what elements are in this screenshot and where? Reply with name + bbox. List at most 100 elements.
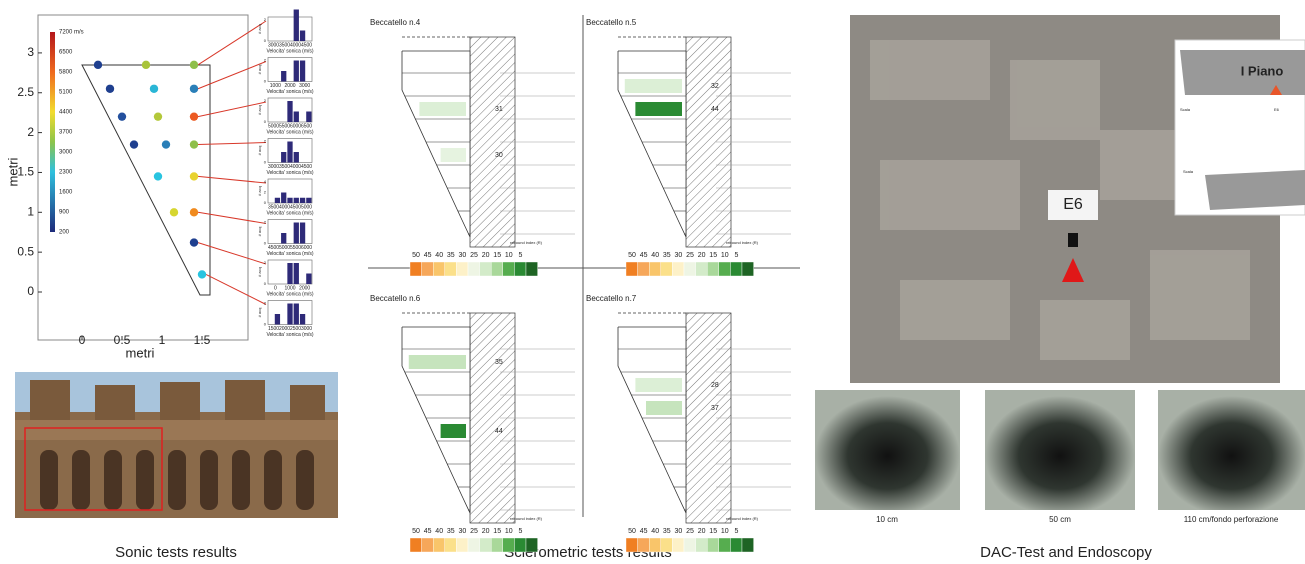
hist-y-tick-label: 2 <box>264 17 267 22</box>
histogram-bar <box>287 142 292 163</box>
colorbar <box>50 32 55 232</box>
hist-x-label: Velocita' sonica (m/s) <box>266 291 313 297</box>
panel-caption: Sonic tests results <box>115 544 237 561</box>
histogram-bar <box>294 198 299 203</box>
hist-x-label: Velocita' sonica (m/s) <box>266 48 313 54</box>
histogram-bar <box>294 61 299 82</box>
hist-y-label: # acq <box>257 146 262 156</box>
marker-label: E6 <box>1063 196 1083 213</box>
histogram-bar <box>300 314 305 325</box>
test-point <box>190 85 198 93</box>
histogram-frame <box>268 58 312 82</box>
rebound-bar <box>441 148 466 162</box>
rebound-bar <box>646 401 682 415</box>
histogram-bar <box>300 223 305 244</box>
scale-cell <box>480 262 492 276</box>
scale-cell <box>638 262 650 276</box>
test-point <box>94 61 102 69</box>
scale-label: 40 <box>435 252 443 259</box>
scale-label: 35 <box>447 528 455 535</box>
scale-label: 20 <box>482 252 490 259</box>
rebound-bar <box>441 424 466 438</box>
hist-y-label: # acq <box>257 24 262 34</box>
scale-cell <box>696 538 708 552</box>
test-point <box>190 172 198 180</box>
colorbar-label: 4400 <box>59 110 73 116</box>
histogram-bar <box>294 223 299 244</box>
scale-label: 10 <box>505 252 513 259</box>
map-label: Scala <box>1183 169 1194 174</box>
histogram-bar <box>287 263 292 284</box>
scale-label: 15 <box>709 528 717 535</box>
scale-label: 50 <box>628 252 636 259</box>
hist-y-tick-label: 0 <box>264 38 267 43</box>
hist-y-tick-label: 0 <box>264 200 267 205</box>
axis-label: rebound index (R) <box>726 516 759 521</box>
hist-y-tick-label: 0 <box>264 160 267 165</box>
rebound-bar <box>635 378 682 392</box>
rebound-value: 35 <box>495 359 503 366</box>
scale-cell <box>445 538 457 552</box>
scale-cell <box>445 262 457 276</box>
scale-label: 30 <box>675 528 683 535</box>
hist-y-tick-label: 0 <box>264 322 267 327</box>
panel-title: Beccatello n.6 <box>370 294 421 303</box>
figure: Sonic tests resultsSclerometric tests re… <box>0 0 1305 564</box>
hist-y-tick-label: 2 <box>264 220 267 225</box>
scale-label: 25 <box>686 528 694 535</box>
scale-label: 20 <box>698 528 706 535</box>
scale-cell <box>672 538 684 552</box>
scale-cell <box>433 262 445 276</box>
histogram-bar <box>294 152 299 163</box>
hist-y-tick-label: 0 <box>264 281 267 286</box>
colorbar-label: 5800 <box>59 70 73 76</box>
endoscopy-image <box>815 390 960 510</box>
scale-label: 45 <box>424 528 432 535</box>
arches <box>40 450 314 510</box>
rebound-value: 44 <box>711 106 719 113</box>
test-point <box>190 61 198 69</box>
hist-y-tick-label: 0 <box>264 79 267 84</box>
x-tick-label: 0 <box>79 333 86 347</box>
test-point <box>154 172 162 180</box>
x-axis-label: metri <box>126 345 155 360</box>
histogram-bar <box>306 112 311 123</box>
hist-y-tick-label: 2 <box>264 190 267 195</box>
scale-cell <box>468 538 480 552</box>
scale-cell <box>526 538 538 552</box>
panel-caption: DAC-Test and Endoscopy <box>980 544 1152 561</box>
hist-y-tick-label: 2 <box>264 98 267 103</box>
scale-label: 10 <box>721 528 729 535</box>
rebound-bar <box>419 102 466 116</box>
scale-label: 35 <box>663 528 671 535</box>
axis-label: rebound index (R) <box>726 240 759 245</box>
test-point <box>190 112 198 120</box>
scale-label: 15 <box>709 252 717 259</box>
hist-y-label: # acq <box>257 186 262 196</box>
scale-cell <box>684 262 696 276</box>
scale-label: 25 <box>470 528 478 535</box>
scale-label: 10 <box>721 252 729 259</box>
scale-cell <box>649 538 661 552</box>
histogram-bar <box>281 193 286 204</box>
hist-x-label: Velocita' sonica (m/s) <box>266 89 313 95</box>
histogram-bar <box>300 198 305 203</box>
map-title: I Piano <box>1241 63 1284 78</box>
scale-cell <box>661 262 673 276</box>
test-point <box>142 61 150 69</box>
panel-title: Beccatello n.4 <box>370 18 421 27</box>
borehole <box>1068 233 1078 247</box>
hist-x-label: Velocita' sonica (m/s) <box>266 129 313 135</box>
hist-y-tick-label: 2 <box>264 58 267 63</box>
histogram-frame <box>268 220 312 244</box>
histogram-bar <box>287 198 292 203</box>
scale-cell <box>707 538 719 552</box>
scale-label: 50 <box>628 528 636 535</box>
test-point <box>170 208 178 216</box>
x-tick-label: 1.5 <box>194 333 211 347</box>
scale-cell <box>742 262 754 276</box>
hist-y-label: # acq <box>257 65 262 75</box>
hist-y-tick-label: 2 <box>264 301 267 306</box>
scale-label: 40 <box>651 252 659 259</box>
histogram-bar <box>294 112 299 123</box>
